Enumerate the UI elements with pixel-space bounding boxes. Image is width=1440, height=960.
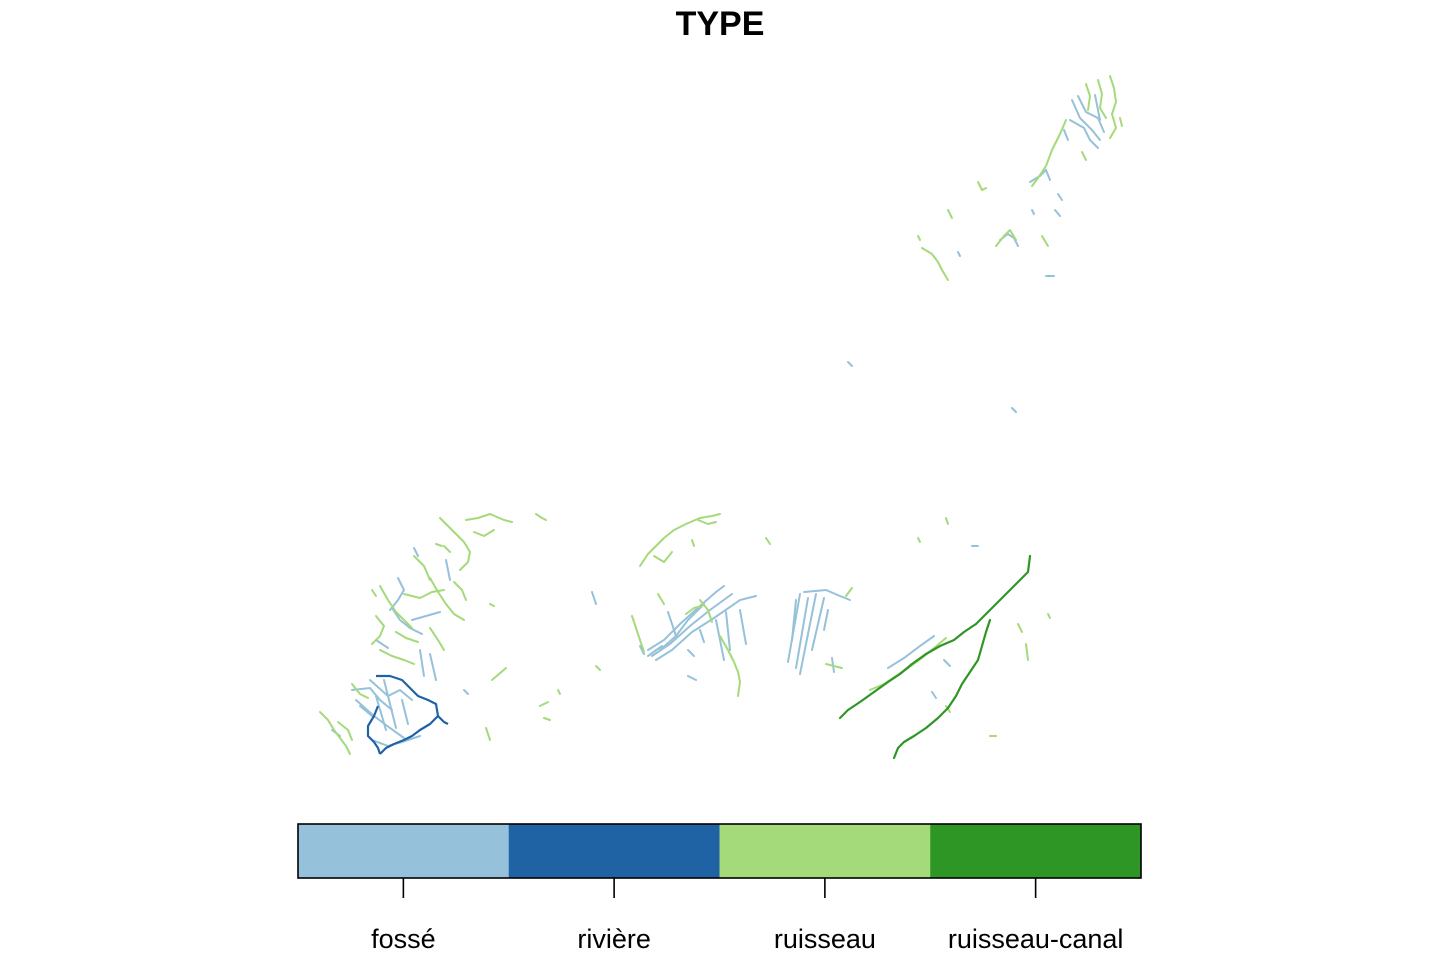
legend-swatch-ruisseau-canal (930, 824, 1142, 878)
map-title: TYPE (675, 5, 765, 43)
legend-label-ruisseau: ruisseau (774, 924, 876, 954)
stream-network (319, 75, 1123, 760)
legend-swatch-riviere (508, 824, 720, 878)
legend-frame (297, 823, 1142, 879)
legend: fossé rivière ruisseau ruisseau-canal (297, 823, 1142, 954)
legend-label-riviere: rivière (577, 924, 651, 954)
legend-swatch-fosse (298, 824, 510, 878)
legend-swatch-ruisseau (719, 824, 931, 878)
legend-label-fosse: fossé (371, 924, 436, 954)
ruisseau-streams (319, 75, 1123, 755)
legend-labels: fossé rivière ruisseau ruisseau-canal (371, 924, 1123, 954)
legend-label-ruisseau-canal: ruisseau-canal (948, 924, 1124, 954)
ruisseau-canal-streams (838, 554, 1032, 760)
fosse-streams (331, 94, 1105, 748)
riviere-streams (366, 674, 449, 755)
legend-swatches (298, 824, 1142, 878)
legend-ticks (402, 878, 1037, 898)
